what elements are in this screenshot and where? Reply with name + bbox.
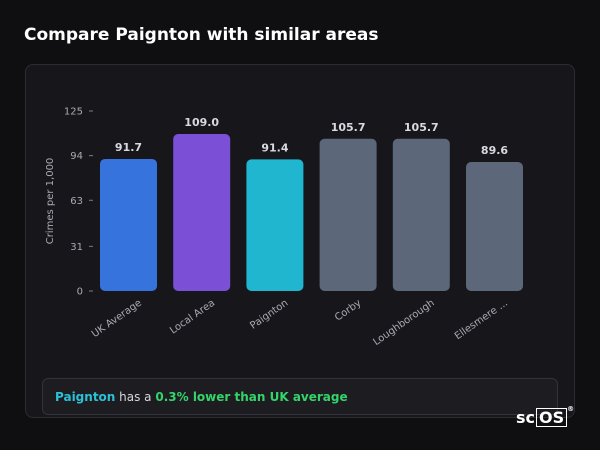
x-category-label: Local Area [168, 298, 217, 337]
x-category-label: UK Average [90, 298, 144, 340]
x-category-label: Ellesmere ... [453, 298, 510, 343]
page-title: Compare Paignton with similar areas [24, 25, 379, 45]
bar-1[interactable] [173, 134, 231, 291]
bar-4[interactable] [392, 138, 450, 291]
y-axis: 0 31 63 94 125 [64, 107, 93, 298]
bar-value-label: 105.7 [331, 121, 366, 134]
summary-comparison: 0.3% lower than UK average [155, 390, 348, 404]
bar-3[interactable] [319, 138, 377, 291]
x-category-label: Paignton [248, 298, 290, 332]
y-tick-label: 0 [77, 287, 83, 298]
scos-logo: sc OS ® [516, 405, 575, 427]
y-axis-label: Crimes per 1,000 [45, 158, 56, 245]
summary-text: has a [115, 390, 156, 404]
bar-0[interactable] [100, 158, 157, 291]
y-tick-label: 63 [70, 196, 83, 207]
y-tick-label: 125 [64, 107, 83, 118]
crime-rate-bar-chart: 0 31 63 94 125 91.7 109.0 91.4 105.7 105.7 89.6 U… [45, 107, 523, 348]
x-category-label: Corby [333, 298, 364, 324]
comparison-card: 0 31 63 94 125 91.7 109.0 91.4 105.7 105.7 89.6 U… [25, 64, 575, 418]
bar-value-label: 91.7 [115, 141, 142, 154]
bar-value-label: 109.0 [184, 116, 219, 129]
bar-value-label: 105.7 [404, 121, 439, 134]
x-labels-group: UK Average Local Area Paignton Corby Loughbo… [90, 298, 510, 348]
bars-group [100, 134, 523, 291]
summary-area-name: Paignton [55, 390, 116, 404]
comparison-summary: Paignton has a 0.3% lower than UK averag… [42, 378, 558, 415]
y-tick-label: 94 [70, 151, 83, 162]
bar-value-label: 89.6 [481, 144, 508, 157]
bar-5[interactable] [466, 161, 523, 291]
y-tick-label: 31 [70, 242, 83, 253]
bar-2[interactable] [246, 159, 304, 291]
x-category-label: Loughborough [371, 298, 436, 348]
bar-value-label: 91.4 [261, 141, 288, 154]
value-labels-group: 91.7 109.0 91.4 105.7 105.7 89.6 [115, 116, 508, 157]
